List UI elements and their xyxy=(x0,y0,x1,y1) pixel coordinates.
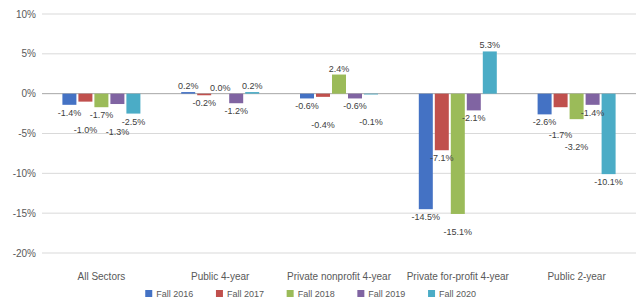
legend-swatch xyxy=(357,290,364,297)
bar xyxy=(435,94,449,151)
category-label: Private nonprofit 4-year xyxy=(287,271,392,282)
tick-label: 5% xyxy=(22,48,37,59)
bars xyxy=(62,51,615,214)
legend-label: Fall 2017 xyxy=(227,289,264,299)
data-label: -2.1% xyxy=(462,113,486,123)
category-label: All Sectors xyxy=(78,271,126,282)
data-labels: -1.4% -1.0% -1.7% -1.3%-2.5% 0.2% -0.2% 0.0% -1… xyxy=(58,40,623,237)
data-label: -1.3% xyxy=(106,127,130,137)
tick-label: 10% xyxy=(16,9,36,20)
bar xyxy=(364,93,378,95)
grid-line xyxy=(42,133,636,134)
data-label: -1.0% xyxy=(74,125,98,135)
data-label: -0.6% xyxy=(343,101,367,111)
data-label: -1.7% xyxy=(549,130,573,140)
bar xyxy=(126,94,140,114)
tick-label: -10% xyxy=(13,168,36,179)
data-label: 2.4% xyxy=(329,64,350,74)
legend-swatch xyxy=(287,290,294,297)
bar xyxy=(538,94,552,115)
data-label: -0.6% xyxy=(295,101,319,111)
tick-label: 0% xyxy=(22,88,37,99)
legend-label: Fall 2019 xyxy=(368,289,405,299)
bar xyxy=(94,94,108,108)
legend-label: Fall 2020 xyxy=(439,289,476,299)
data-label: -0.1% xyxy=(359,117,383,127)
bar xyxy=(483,51,497,93)
grid-line xyxy=(42,53,636,54)
tick-label: -15% xyxy=(13,208,36,219)
data-label: 0.0% xyxy=(210,83,231,93)
tick-label: -20% xyxy=(13,248,36,259)
data-label: -15.1% xyxy=(444,227,473,237)
category-label: Private for-profit 4-year xyxy=(407,271,510,282)
data-label: -10.1% xyxy=(594,177,623,187)
legend-swatch xyxy=(216,290,223,297)
bar xyxy=(586,94,600,105)
bar xyxy=(554,94,568,108)
bar xyxy=(316,94,330,97)
legend-swatch xyxy=(428,290,435,297)
bar xyxy=(419,94,433,210)
bar xyxy=(300,94,314,99)
data-label: -7.1% xyxy=(430,153,454,163)
data-label: 5.3% xyxy=(480,40,501,50)
bar xyxy=(245,92,259,94)
grid-line xyxy=(42,173,636,174)
data-label: -1.7% xyxy=(90,110,114,120)
data-label: -1.2% xyxy=(224,106,248,116)
grid-line xyxy=(42,14,636,15)
bar xyxy=(197,94,211,96)
tick-label: -5% xyxy=(18,128,36,139)
data-label: -3.2% xyxy=(565,142,589,152)
data-label: -1.4% xyxy=(581,108,605,118)
bar xyxy=(110,94,124,104)
legend-swatch xyxy=(145,290,152,297)
bar xyxy=(348,94,362,99)
data-label: -14.5% xyxy=(412,212,441,222)
bar xyxy=(332,75,346,94)
data-label: -2.6% xyxy=(533,117,557,127)
data-label: -2.5% xyxy=(122,117,146,127)
bar xyxy=(467,94,481,111)
category-label: Public 2-year xyxy=(547,271,606,282)
data-label: -0.2% xyxy=(192,98,216,108)
grid-line xyxy=(42,253,636,254)
chart: -20%-15%-10%-5%0%5%10%-1.4%-1.0%-1.7%-1.… xyxy=(0,0,644,305)
data-label: -1.4% xyxy=(58,108,82,118)
bar xyxy=(229,94,243,104)
data-label: 0.2% xyxy=(242,81,263,91)
legend: Fall 2016 Fall 2017 Fall 2018 Fall 2019 Fall… xyxy=(145,289,476,299)
legend-label: Fall 2016 xyxy=(156,289,193,299)
bar xyxy=(62,94,76,105)
data-label: -0.4% xyxy=(311,120,335,130)
bar xyxy=(181,92,195,94)
data-label: 0.2% xyxy=(178,81,199,91)
legend-label: Fall 2018 xyxy=(298,289,335,299)
bar xyxy=(78,94,92,102)
bar xyxy=(213,93,227,94)
category-label: Public 4-year xyxy=(191,271,250,282)
grid-line xyxy=(42,213,636,214)
bar xyxy=(602,94,616,174)
